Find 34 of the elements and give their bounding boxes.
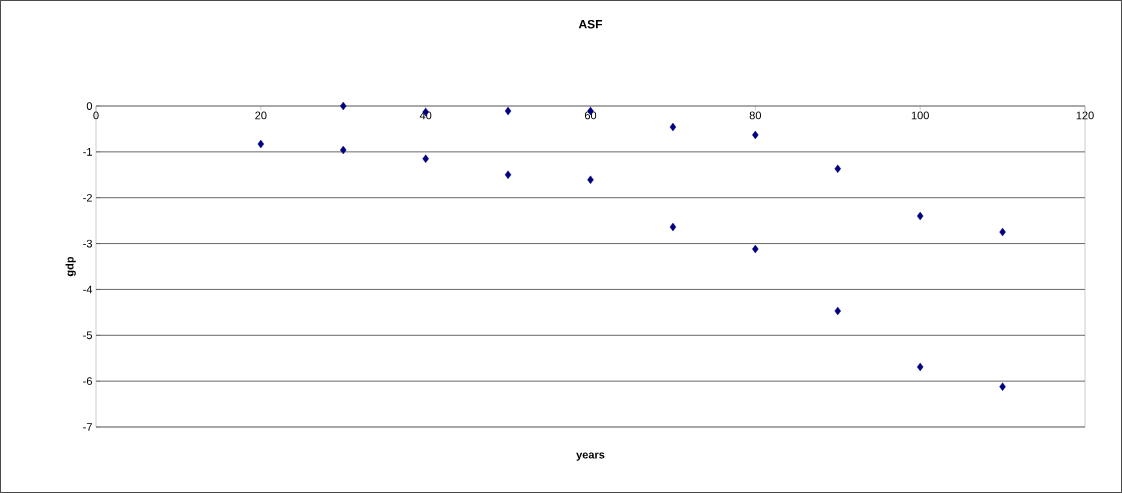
- point: [916, 211, 924, 221]
- point: [999, 227, 1006, 237]
- y-tick-label: 0: [86, 102, 93, 110]
- x-tick-label: 0: [93, 111, 99, 120]
- point: [834, 164, 841, 174]
- x-tick-label: 20: [255, 111, 267, 120]
- y-tick-label: -7: [83, 423, 92, 431]
- chart-title: ASF: [578, 19, 603, 29]
- point: [340, 145, 347, 155]
- point: [916, 362, 924, 372]
- point: [752, 130, 759, 140]
- x-tick-label: 120: [1076, 111, 1094, 120]
- point: [587, 175, 594, 185]
- y-tick-label: -5: [83, 331, 92, 340]
- y-tick-label: -2: [83, 193, 92, 202]
- y-tick-label: -4: [83, 285, 93, 294]
- point: [257, 139, 265, 149]
- point: [834, 306, 841, 316]
- y-tick-label: -6: [83, 377, 92, 386]
- point: [999, 382, 1006, 391]
- x-tick-label: 80: [749, 111, 762, 120]
- y-tick-label: -3: [83, 239, 92, 248]
- point: [669, 122, 677, 132]
- x-tick-label: 60: [584, 111, 597, 120]
- point: [504, 106, 512, 116]
- y-tick-label: -1: [83, 148, 92, 156]
- x-tick-label: 100: [911, 111, 929, 120]
- point: [752, 244, 759, 254]
- point: [669, 222, 677, 232]
- point: [340, 101, 347, 111]
- point: [422, 154, 429, 163]
- y-axis-title: gdp: [65, 256, 76, 277]
- x-axis-title: years: [576, 452, 605, 461]
- point: [504, 170, 512, 179]
